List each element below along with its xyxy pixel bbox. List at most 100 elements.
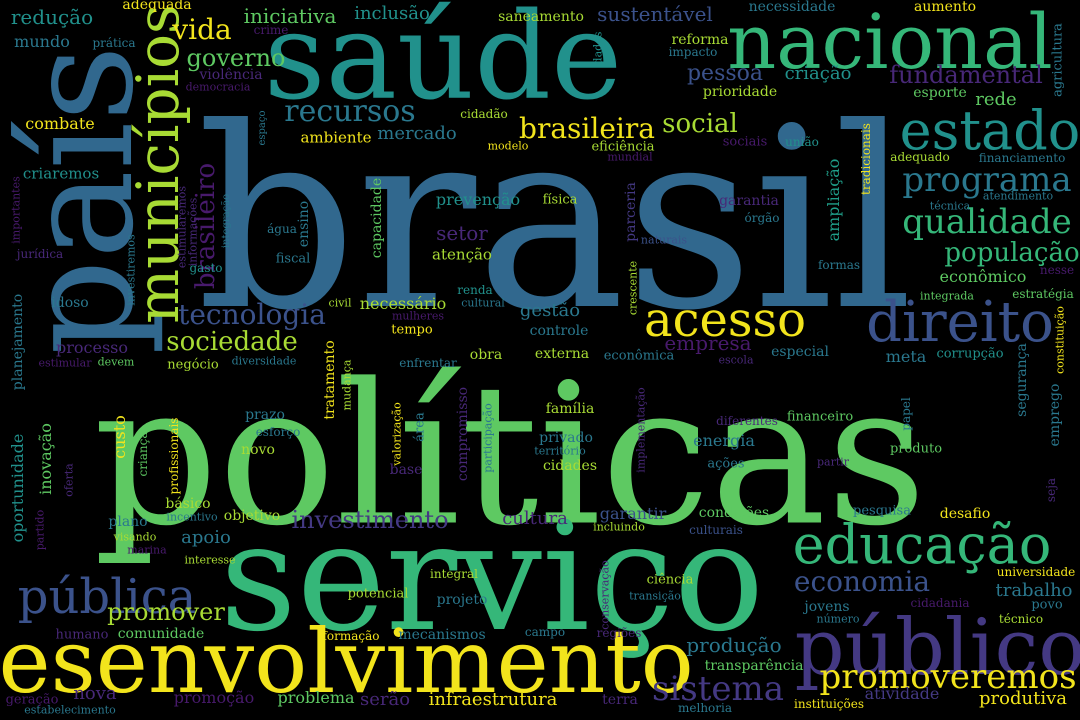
word-diversidade: diversidade <box>231 354 297 368</box>
word-serao: serão <box>359 689 411 710</box>
word-mercado: mercado <box>377 123 457 144</box>
word-informacoes: informações <box>186 197 200 267</box>
word-orgao: órgão <box>744 211 780 225</box>
word-vida: vida <box>172 13 232 46</box>
word-emprego: emprego <box>1047 383 1063 447</box>
word-politicas: políticas <box>93 341 927 569</box>
word-publica: pública <box>17 569 197 625</box>
word-prazo: prazo <box>245 407 285 423</box>
word-constituicao: constituição <box>1053 306 1067 374</box>
word-tecnologia: tecnologia <box>178 298 326 331</box>
word-recursos: recursos <box>284 94 416 129</box>
word-oferta: oferta <box>62 463 76 497</box>
word-papel: papel <box>899 397 913 431</box>
word-acesso: acesso <box>643 292 807 348</box>
word-obra: obra <box>469 347 503 363</box>
word-criaremos: criaremos <box>22 164 100 183</box>
word-basico: básico <box>165 496 211 512</box>
word-tecnico: técnico <box>998 612 1044 626</box>
word-setor: setor <box>436 221 488 245</box>
word-desenvolvimento: desenvolvimento <box>0 610 694 713</box>
word-externa: externa <box>534 346 590 362</box>
word-promoveremos: promoveremos <box>819 657 1077 697</box>
word-mulheres: mulheres <box>391 309 445 323</box>
word-saude: saúde <box>263 0 623 127</box>
word-mudanca: mudança <box>340 359 354 411</box>
word-planejamento: planejamento <box>10 293 26 391</box>
word-qualidade: qualidade <box>902 202 1072 242</box>
word-compromisso: compromisso <box>455 386 471 482</box>
word-tratamento: tratamento <box>322 340 338 420</box>
word-garantir: garantir <box>599 504 667 523</box>
word-investimento: investimento <box>291 506 449 534</box>
word-estabelecimento: estabelecimento <box>24 703 116 717</box>
word-gestao: gestão <box>519 300 581 321</box>
word-formacao: formação <box>322 629 380 643</box>
word-controle: controle <box>529 323 589 339</box>
word-parceria: parceria <box>623 182 639 242</box>
word-publico: público <box>794 603 1080 693</box>
word-meta: meta <box>885 347 927 366</box>
word-diferentes: diferentes <box>716 414 778 428</box>
word-governo: governo <box>186 44 286 72</box>
word-projeto: projeto <box>436 592 488 608</box>
word-estado: estado <box>899 99 1080 162</box>
word-inovacao: inovação <box>36 423 55 495</box>
word-eficiencia: eficiência <box>591 139 655 155</box>
word-mecanismos: mecanismos <box>398 627 486 643</box>
word-sociais: sociais <box>722 134 768 150</box>
word-agricultura: agricultura <box>1050 23 1066 97</box>
word-crime: crime <box>253 23 289 37</box>
word-estrategia: estratégia <box>1012 287 1074 301</box>
word-juridica: jurídica <box>16 247 64 261</box>
word-seguranca: segurança <box>1014 343 1030 417</box>
word-populacao: população <box>944 238 1080 268</box>
word-devem: devem <box>97 355 135 369</box>
word-apoio: apoio <box>181 527 231 548</box>
word-sistema: sistema <box>651 669 785 709</box>
word-necessario: necessário <box>359 294 447 313</box>
word-espaco: espaço <box>257 110 268 146</box>
word-educacao: educação <box>792 513 1052 576</box>
word-incentivo: incentivo <box>166 510 218 524</box>
word-universidade: universidade <box>996 565 1076 579</box>
word-terra: terra <box>602 692 638 708</box>
word-estimular: estimular <box>38 356 92 370</box>
word-interesse: interesse <box>184 553 236 567</box>
word-crianca: criança <box>136 431 150 477</box>
word-cidades: cidades <box>542 458 598 474</box>
word-economica: econômica <box>603 348 675 364</box>
word-empresa: empresa <box>664 331 752 355</box>
word-necessidade: necessidade <box>748 0 836 15</box>
word-custo: custo <box>110 415 129 459</box>
word-transicao: transição <box>629 589 681 603</box>
word-iniciativa: iniciativa <box>243 4 337 28</box>
word-rede: rede <box>975 89 1017 110</box>
word-idoso: idoso <box>51 295 89 311</box>
word-culturais: culturais <box>689 523 743 537</box>
word-violencia: violência <box>199 67 263 83</box>
word-brasileira: brasileira <box>519 112 655 145</box>
word-agua: água <box>267 222 297 236</box>
word-municipios: municípios <box>124 4 192 324</box>
word-investiremos: investiremos <box>124 234 138 306</box>
word-objetivo: objetivo <box>223 508 281 524</box>
word-enfrentar: enfrentar <box>399 356 457 370</box>
word-esporte: esporte <box>913 85 967 101</box>
word-oportunidade: oportunidade <box>8 433 27 543</box>
word-cultural: cultural <box>461 296 505 310</box>
word-tempo: tempo <box>391 322 433 338</box>
word-corrupcao: corrupção <box>936 346 1004 362</box>
word-adequado: adequado <box>890 150 950 164</box>
word-esforco: esforço <box>255 425 301 439</box>
word-fiscal: fiscal <box>275 251 311 267</box>
word-implementacao: implementação <box>634 387 648 473</box>
word-tecnica: técnica <box>929 199 971 213</box>
word-geracao: geração <box>5 692 59 708</box>
word-atencao: atenção <box>432 245 492 264</box>
word-ampliacao: ampliação <box>824 158 843 242</box>
word-civil: civil <box>328 296 352 310</box>
word-cultura: cultura <box>502 508 568 529</box>
word-cidadao: cidadão <box>460 107 508 121</box>
word-infraestrutura: infraestrutura <box>428 689 558 710</box>
